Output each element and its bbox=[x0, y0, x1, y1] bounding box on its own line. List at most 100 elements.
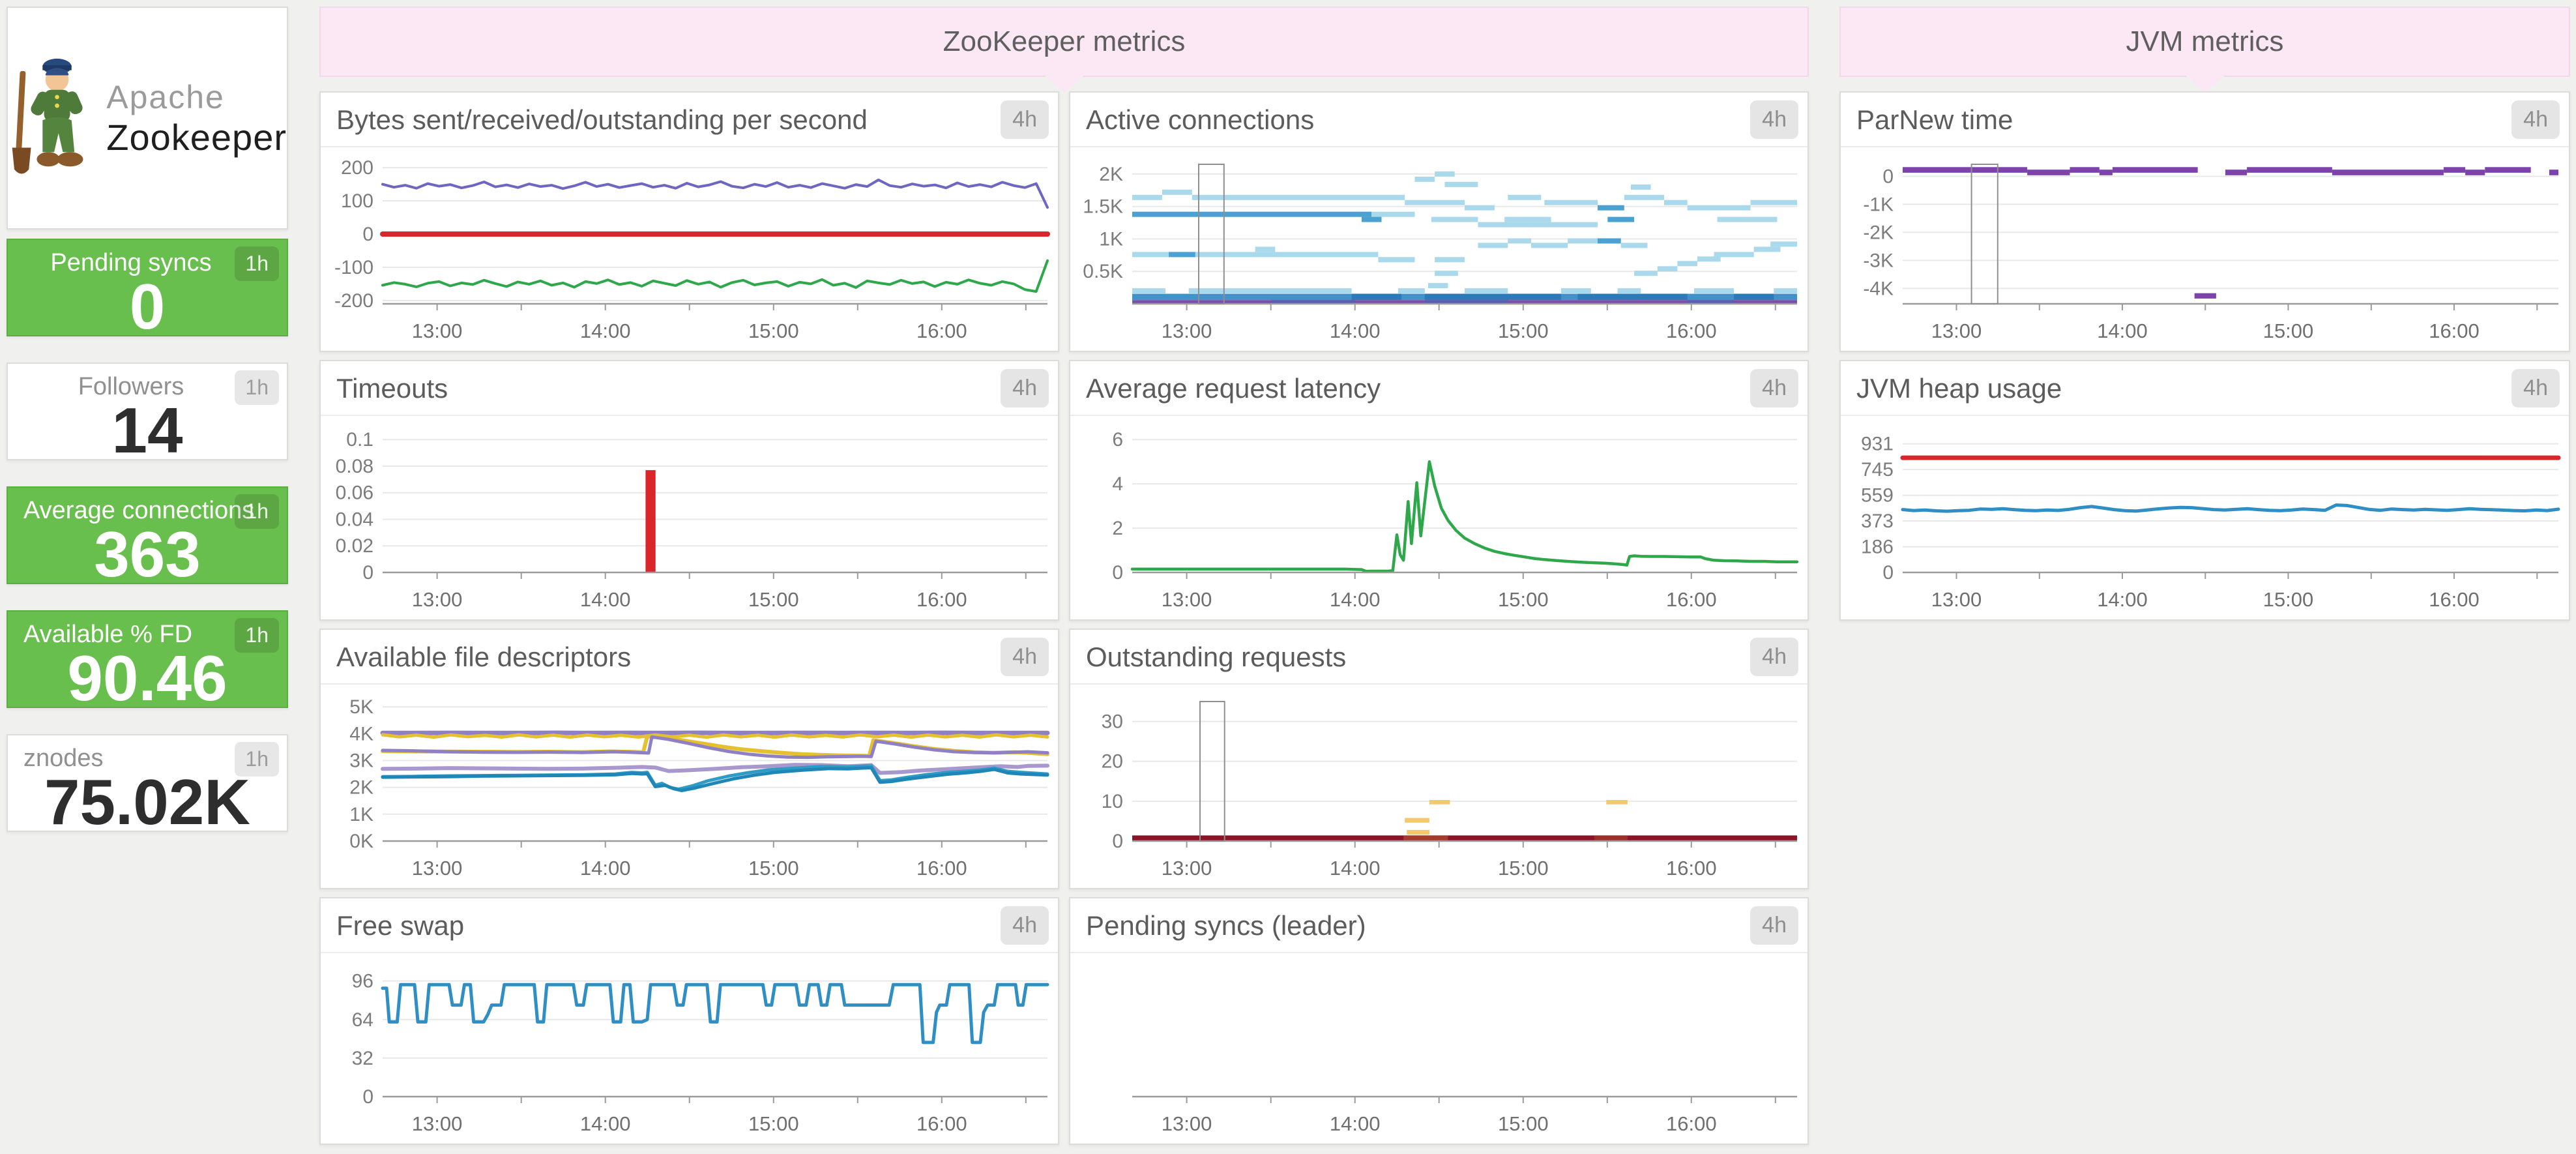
svg-text:30: 30 bbox=[1102, 711, 1123, 733]
stat-title: Followers bbox=[78, 373, 184, 400]
svg-text:13:00: 13:00 bbox=[1162, 857, 1212, 880]
free-swap-chart[interactable]: 96 64 32 0 13:00 14:00 15:00 16:00 bbox=[321, 954, 1058, 1144]
panel-title[interactable]: Pending syncs (leader) bbox=[1086, 910, 1366, 941]
parnew-time-chart[interactable]: 0 -1K -2K -3K -4K 13:00 14:00 15:00 16:00 bbox=[1841, 149, 2569, 351]
svg-text:-1K: -1K bbox=[1863, 194, 1894, 215]
svg-text:4: 4 bbox=[1112, 473, 1123, 495]
svg-text:20: 20 bbox=[1102, 751, 1123, 773]
svg-text:4K: 4K bbox=[349, 723, 373, 745]
jvm-metrics-section-header[interactable]: JVM metrics bbox=[1839, 7, 2570, 93]
svg-text:16:00: 16:00 bbox=[2429, 588, 2480, 611]
panel-title[interactable]: Free swap bbox=[336, 910, 465, 941]
svg-text:5K: 5K bbox=[349, 696, 373, 718]
time-range-badge: 1h bbox=[235, 370, 279, 405]
svg-text:0: 0 bbox=[1882, 166, 1894, 188]
svg-text:14:00: 14:00 bbox=[1330, 1112, 1381, 1135]
stat-panel-average-connections: Average connections 1h 363 bbox=[7, 486, 288, 590]
chart-panel-jvm-heap-usage: JVM heap usage 4h 931 745 559 373 186 0 13:00 14… bbox=[1839, 360, 2570, 621]
svg-text:16:00: 16:00 bbox=[1666, 319, 1717, 342]
average-request-latency-chart[interactable]: 6 4 2 0 13:00 14:00 15:00 16:00 bbox=[1070, 417, 1808, 619]
svg-text:14:00: 14:00 bbox=[1330, 857, 1381, 880]
timeouts-chart[interactable]: 0.1 0.08 0.06 0.04 0.02 0 13:00 14:00 15:00 16:00 bbox=[321, 417, 1058, 619]
time-range-badge: 4h bbox=[1750, 906, 1798, 945]
time-range-badge: 4h bbox=[1750, 100, 1798, 139]
chart-panel-average-request-latency: Average request latency 4h 6 4 2 0 13:00 14:00… bbox=[1069, 360, 1809, 621]
time-range-badge: 4h bbox=[2511, 369, 2560, 407]
svg-text:0.04: 0.04 bbox=[336, 509, 373, 531]
panel-title[interactable]: JVM heap usage bbox=[1856, 373, 2062, 404]
stat-title: znodes bbox=[23, 745, 104, 772]
svg-text:-100: -100 bbox=[334, 257, 373, 278]
time-range-badge: 4h bbox=[1750, 638, 1798, 676]
time-range-badge: 4h bbox=[1001, 100, 1049, 139]
svg-text:-2K: -2K bbox=[1863, 222, 1894, 243]
active-connections-chart[interactable]: 2K 1.5K 1K 0.5K 13:00 14:00 15:00 16:00 bbox=[1070, 149, 1808, 351]
svg-text:745: 745 bbox=[1861, 459, 1894, 481]
panel-title[interactable]: Active connections bbox=[1086, 104, 1315, 135]
svg-text:2K: 2K bbox=[1099, 164, 1123, 185]
svg-text:10: 10 bbox=[1102, 791, 1123, 812]
svg-text:14:00: 14:00 bbox=[2097, 588, 2148, 611]
svg-text:0: 0 bbox=[362, 562, 373, 584]
panel-title[interactable]: Average request latency bbox=[1086, 373, 1381, 404]
svg-text:13:00: 13:00 bbox=[1162, 588, 1212, 611]
chart-panel-parnew-time: ParNew time 4h 0 -1K -2K -3K -4K 13:00 14:00 15:… bbox=[1839, 91, 2570, 352]
zookeeper-metrics-section-header[interactable]: ZooKeeper metrics bbox=[319, 7, 1809, 93]
svg-text:-4K: -4K bbox=[1863, 278, 1894, 299]
available-file-descriptors-chart[interactable]: 5K 4K 3K 2K 1K 0K 13:00 14:00 15:00 16:00 bbox=[321, 686, 1058, 888]
stat-value: 90.46 bbox=[67, 642, 227, 714]
stat-title: Available % FD bbox=[23, 621, 193, 648]
jvm-heap-usage-chart[interactable]: 931 745 559 373 186 0 13:00 14:00 15:00 16:00 bbox=[1841, 417, 2569, 619]
zookeeper-mascot-icon bbox=[12, 58, 83, 174]
svg-text:14:00: 14:00 bbox=[1330, 588, 1381, 611]
chart-panel-free-swap: Free swap 4h 96 64 32 0 13:00 14:00 15:00 16:00 bbox=[319, 897, 1059, 1145]
stat-panel-znodes: znodes 1h 75.02K bbox=[7, 734, 288, 838]
stat-panel-available-fd: Available % FD 1h 90.46 bbox=[7, 610, 288, 714]
panel-title[interactable]: Timeouts bbox=[336, 373, 448, 404]
logo-text-zookeeper: Zookeeper bbox=[106, 116, 287, 158]
stat-value: 363 bbox=[94, 518, 201, 590]
svg-text:1.5K: 1.5K bbox=[1083, 196, 1123, 218]
time-range-badge: 4h bbox=[1001, 906, 1049, 945]
panel-title[interactable]: Available file descriptors bbox=[336, 642, 632, 672]
svg-text:13:00: 13:00 bbox=[412, 588, 463, 611]
stat-panel-pending-syncs: Pending syncs 1h 0 bbox=[7, 239, 288, 342]
chart-panel-bytes-per-second: Bytes sent/received/outstanding per seco… bbox=[319, 91, 1059, 352]
svg-text:64: 64 bbox=[352, 1009, 373, 1031]
svg-text:16:00: 16:00 bbox=[916, 1112, 967, 1135]
svg-text:14:00: 14:00 bbox=[1330, 319, 1381, 342]
svg-text:15:00: 15:00 bbox=[2263, 319, 2314, 342]
svg-text:559: 559 bbox=[1861, 485, 1894, 507]
svg-text:13:00: 13:00 bbox=[1162, 1112, 1212, 1135]
svg-text:0.06: 0.06 bbox=[336, 482, 373, 504]
svg-text:15:00: 15:00 bbox=[748, 588, 799, 611]
apache-zookeeper-logo: Apache Zookeeper bbox=[8, 8, 287, 228]
svg-text:32: 32 bbox=[352, 1048, 373, 1069]
chart-panel-outstanding-requests: Outstanding requests 4h 30 20 10 0 13:00 14:00… bbox=[1069, 629, 1809, 889]
time-range-badge: 4h bbox=[1001, 369, 1049, 407]
outstanding-requests-chart[interactable]: 30 20 10 0 13:00 14:00 15:00 16:00 bbox=[1070, 686, 1808, 888]
svg-text:14:00: 14:00 bbox=[580, 857, 631, 880]
panel-title[interactable]: ParNew time bbox=[1856, 104, 2013, 135]
svg-text:15:00: 15:00 bbox=[2263, 588, 2314, 611]
svg-text:2: 2 bbox=[1112, 518, 1123, 539]
svg-text:16:00: 16:00 bbox=[1666, 588, 1717, 611]
section-title: JVM metrics bbox=[2126, 25, 2284, 57]
svg-text:13:00: 13:00 bbox=[1931, 319, 1982, 342]
svg-text:0.5K: 0.5K bbox=[1083, 261, 1123, 282]
panel-title[interactable]: Outstanding requests bbox=[1086, 642, 1347, 672]
svg-text:0: 0 bbox=[1882, 562, 1894, 584]
section-title: ZooKeeper metrics bbox=[943, 25, 1186, 57]
svg-text:16:00: 16:00 bbox=[916, 857, 967, 880]
svg-text:1K: 1K bbox=[1099, 229, 1123, 250]
svg-text:13:00: 13:00 bbox=[412, 857, 463, 880]
chart-panel-pending-syncs-leader: Pending syncs (leader) 4h 13:00 14:00 15:00… bbox=[1069, 897, 1809, 1145]
panel-title[interactable]: Bytes sent/received/outstanding per seco… bbox=[336, 104, 868, 135]
svg-text:16:00: 16:00 bbox=[1666, 857, 1717, 880]
pending-syncs-leader-chart[interactable]: 13:00 14:00 15:00 16:00 bbox=[1070, 954, 1808, 1144]
svg-text:14:00: 14:00 bbox=[580, 588, 631, 611]
time-range-badge: 4h bbox=[2511, 100, 2560, 139]
svg-text:15:00: 15:00 bbox=[1498, 588, 1549, 611]
bytes-per-second-chart[interactable]: 200 100 0 -100 -200 13:00 14:00 15:00 16:00 bbox=[321, 149, 1058, 351]
stat-value: 75.02K bbox=[44, 765, 250, 838]
